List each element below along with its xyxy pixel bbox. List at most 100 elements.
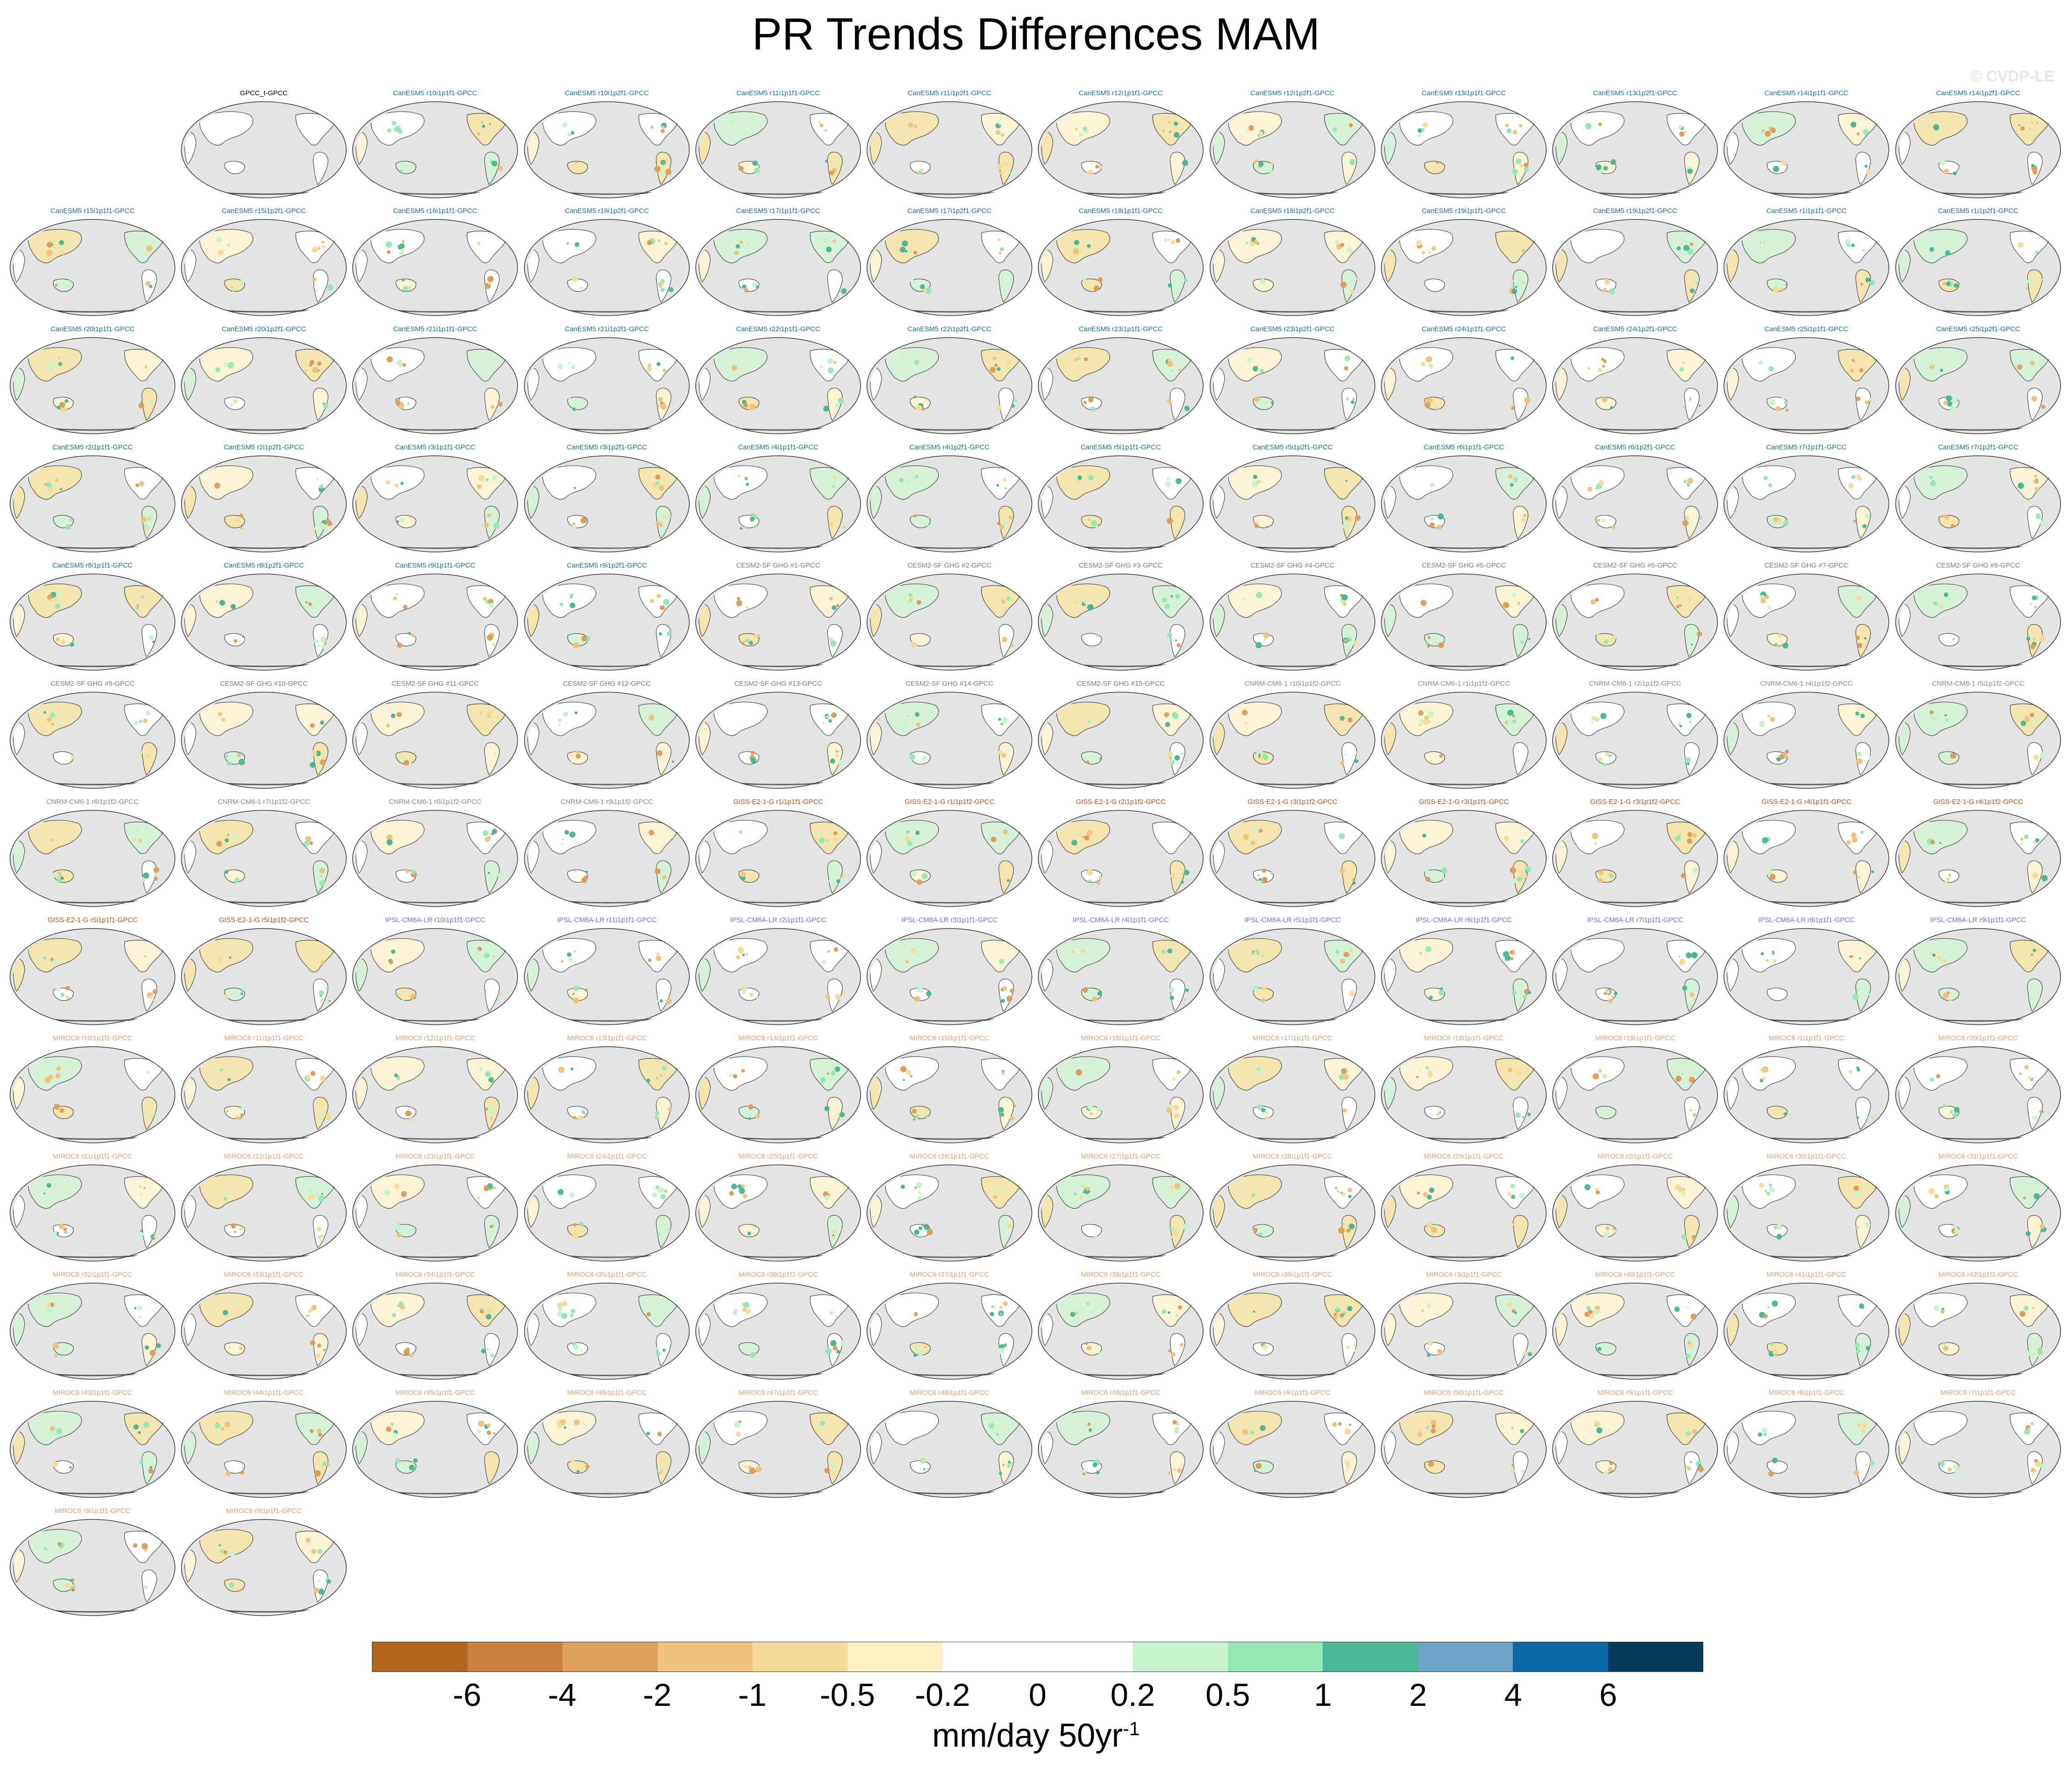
map-panel-label: CESM2-SF GHG #1-GPCC	[736, 562, 820, 569]
trend-patch	[69, 519, 72, 522]
map-panel-label: MIROC6 r46i1p1f1-GPCC	[567, 1389, 647, 1397]
trend-patch	[45, 1302, 51, 1307]
map-panel: MIROC6 r37i1p1f1-GPCC	[864, 1271, 1035, 1389]
trend-patch	[384, 1190, 390, 1196]
land-mass	[184, 722, 196, 756]
trend-patch	[576, 750, 579, 754]
map-globe	[1723, 455, 1889, 552]
trend-patch	[915, 1114, 920, 1119]
land-mass	[184, 604, 196, 638]
map-panel: MIROC6 r5i1p1f1-GPCC	[1550, 1389, 1720, 1507]
trend-patch	[1853, 1185, 1859, 1191]
trend-patch	[1678, 1187, 1684, 1193]
land-mass	[142, 1569, 157, 1603]
map-panel: GISS-E2-1-G r3i1p1f2-GPCC	[1207, 798, 1378, 916]
trend-patch	[2021, 126, 2025, 131]
trend-patch	[2034, 1459, 2038, 1463]
trend-patch	[1860, 283, 1863, 286]
land-mass	[199, 702, 253, 736]
trend-patch	[1857, 988, 1861, 992]
map-panel: CanESM5 r7i1p2f1-GPCC	[1893, 443, 2063, 562]
trend-patch	[305, 1074, 311, 1079]
trend-patch	[1074, 477, 1077, 481]
trend-patch	[909, 754, 916, 760]
land-mass	[698, 1431, 711, 1465]
trend-patch	[229, 1587, 231, 1590]
land-mass	[1555, 1076, 1568, 1110]
trend-patch	[1778, 519, 1783, 524]
trend-patch	[1340, 281, 1347, 288]
trend-patch	[2041, 1465, 2047, 1471]
trend-patch	[738, 475, 740, 477]
trend-patch	[386, 834, 393, 841]
land-mass	[1018, 1054, 1027, 1064]
land-mass	[1361, 1172, 1370, 1182]
trend-patch	[570, 593, 574, 597]
map-globe	[1552, 455, 1718, 552]
trend-patch	[910, 1075, 913, 1078]
map-panel-label: CanESM5 r4i1p1f1-GPCC	[738, 443, 818, 451]
land-mass	[1399, 820, 1453, 854]
trend-patch	[1584, 1184, 1591, 1191]
map-globe	[867, 455, 1032, 552]
land-mass	[184, 1195, 196, 1229]
land-mass	[1361, 109, 1370, 119]
map-panel-label: CanESM5 r13i1p1f1-GPCC	[1422, 89, 1506, 97]
trend-patch	[1438, 1111, 1442, 1114]
land-mass	[2027, 1215, 2043, 1249]
trend-patch	[2019, 1072, 2022, 1075]
trend-patch	[153, 989, 158, 994]
land-mass	[1532, 1054, 1541, 1064]
map-globe	[1210, 219, 1375, 316]
trend-patch	[144, 1585, 148, 1590]
trend-patch	[1083, 1191, 1085, 1193]
trend-patch	[1683, 130, 1687, 134]
trend-patch	[666, 631, 672, 636]
trend-patch	[1341, 1068, 1347, 1074]
trend-patch	[1609, 999, 1611, 1001]
trend-patch	[1767, 714, 1771, 718]
trend-patch	[1527, 1352, 1532, 1356]
trend-patch	[1939, 841, 1941, 844]
trend-patch	[1681, 1191, 1686, 1196]
trend-patch	[1436, 1113, 1439, 1116]
map-panel-label: CanESM5 r14i1p1f1-GPCC	[1764, 89, 1848, 97]
trend-patch	[1000, 1113, 1004, 1117]
land-mass	[675, 109, 684, 119]
map-panel-label: CanESM5 r17i1p1f1-GPCC	[736, 207, 820, 215]
land-mass	[332, 817, 341, 827]
trend-patch	[223, 362, 229, 367]
map-panel: IPSL-CM6A-LR r8i1p1f1-GPCC	[1721, 916, 1892, 1034]
trend-patch	[927, 1467, 930, 1470]
trend-patch	[1772, 950, 1775, 953]
trend-patch	[52, 1462, 58, 1467]
trend-patch	[1420, 1068, 1422, 1071]
trend-patch	[1261, 985, 1267, 991]
trend-patch	[401, 1191, 407, 1197]
trend-patch	[1260, 279, 1265, 284]
land-mass	[332, 581, 341, 591]
trend-patch	[1003, 478, 1007, 482]
trend-patch	[1610, 406, 1613, 409]
trend-patch	[1253, 951, 1257, 955]
trend-patch	[233, 399, 238, 404]
trend-patch	[138, 1306, 142, 1311]
globe-outline	[1895, 928, 2061, 1025]
trend-patch	[1170, 873, 1175, 878]
trend-patch	[1417, 1191, 1420, 1195]
trend-patch	[828, 719, 832, 723]
trend-patch	[1088, 1428, 1092, 1432]
trend-patch	[1781, 287, 1785, 291]
trend-patch	[914, 1312, 918, 1317]
map-globe	[1552, 928, 1718, 1025]
trend-patch	[1431, 518, 1434, 520]
trend-patch	[321, 1193, 323, 1195]
trend-patch	[1606, 990, 1610, 994]
trend-patch	[323, 524, 329, 530]
globe-outline	[10, 574, 175, 671]
trend-patch	[480, 711, 482, 714]
trend-patch	[47, 241, 53, 248]
trend-patch	[1845, 239, 1851, 244]
trend-patch	[1768, 483, 1772, 488]
map-panel: MIROC6 r43i1p1f1-GPCC	[7, 1389, 178, 1507]
